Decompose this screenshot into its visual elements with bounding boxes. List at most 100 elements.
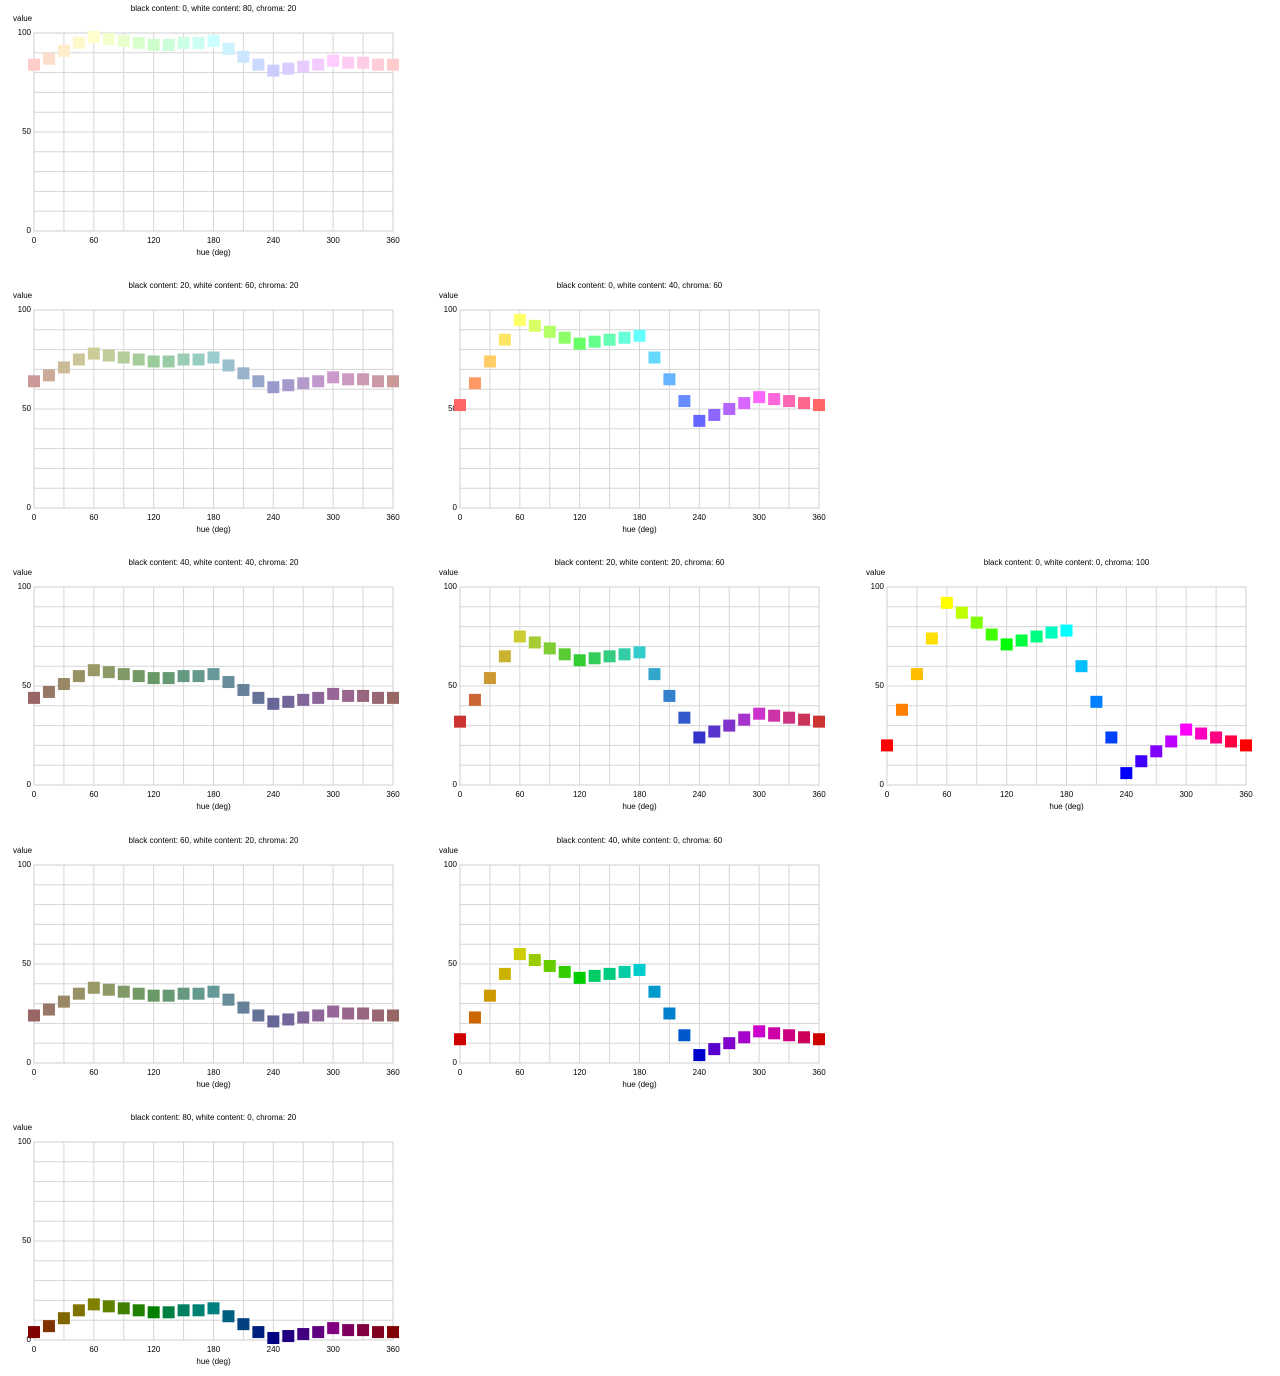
chart-panel-9: black content: 80, white content: 0, chr… <box>13 1113 400 1366</box>
y-tick-label: 50 <box>22 127 31 136</box>
data-point <box>483 672 496 685</box>
data-point <box>297 693 310 706</box>
y-axis-label: value <box>439 291 459 300</box>
data-point <box>132 987 145 1000</box>
data-point <box>102 666 115 679</box>
y-tick-label: 50 <box>22 681 31 690</box>
data-point <box>1075 660 1088 673</box>
data-point <box>573 971 586 984</box>
x-tick-label: 180 <box>207 513 221 522</box>
data-point <box>132 36 145 49</box>
x-tick-label: 60 <box>89 513 98 522</box>
data-point <box>1240 739 1252 752</box>
y-tick-label: 50 <box>448 959 457 968</box>
data-point <box>207 351 220 364</box>
data-point <box>798 397 811 410</box>
data-point <box>372 375 385 388</box>
data-point <box>72 36 85 49</box>
data-point <box>738 1031 751 1044</box>
data-point <box>28 1009 40 1022</box>
x-tick-label: 300 <box>326 1068 340 1077</box>
data-point <box>162 989 175 1002</box>
x-tick-label: 120 <box>147 1068 161 1077</box>
data-point <box>267 381 280 394</box>
y-axis-label: value <box>13 14 33 23</box>
data-point <box>708 408 721 421</box>
data-point <box>768 709 781 722</box>
data-point <box>177 987 190 1000</box>
x-tick-label: 60 <box>89 790 98 799</box>
y-axis-label: value <box>13 568 33 577</box>
chart-panel-2: black content: 20, white content: 60, ch… <box>13 281 400 534</box>
data-point <box>1195 727 1208 740</box>
data-point <box>357 56 370 69</box>
data-point <box>177 670 190 683</box>
x-tick-label: 120 <box>147 790 161 799</box>
data-point <box>222 359 235 372</box>
data-point <box>147 355 160 368</box>
data-point <box>162 672 175 685</box>
data-point <box>207 1302 220 1315</box>
data-point <box>753 1025 766 1038</box>
data-point <box>267 697 280 710</box>
data-point <box>372 1009 385 1022</box>
data-point <box>573 654 586 667</box>
data-point <box>147 672 160 685</box>
chart-title: black content: 40, white content: 0, chr… <box>557 836 723 845</box>
data-point <box>312 691 325 704</box>
x-tick-label: 60 <box>89 236 98 245</box>
data-point <box>252 58 265 71</box>
data-point <box>117 34 130 47</box>
data-point <box>372 691 385 704</box>
data-point <box>282 379 295 392</box>
y-tick-label: 100 <box>18 860 32 869</box>
plot-area <box>33 1141 394 1341</box>
data-point <box>222 993 235 1006</box>
x-tick-label: 0 <box>32 1068 37 1077</box>
data-point <box>633 963 646 976</box>
data-point <box>192 353 205 366</box>
x-tick-label: 240 <box>693 513 707 522</box>
data-point <box>663 689 676 702</box>
y-axis-label: value <box>13 291 33 300</box>
data-point <box>813 715 825 728</box>
data-point <box>468 693 481 706</box>
data-point <box>87 664 100 677</box>
chart-panel-8: black content: 40, white content: 0, chr… <box>439 836 826 1089</box>
x-tick-label: 360 <box>386 790 400 799</box>
plot-area <box>886 586 1247 786</box>
data-point <box>753 707 766 720</box>
chart-panel-4: black content: 40, white content: 40, ch… <box>13 558 400 811</box>
data-point <box>603 967 616 980</box>
data-point <box>267 1332 280 1345</box>
data-point <box>87 347 100 360</box>
data-point <box>28 58 40 71</box>
chart-title: black content: 0, white content: 0, chro… <box>984 558 1150 567</box>
data-point <box>192 670 205 683</box>
plot-area <box>33 864 394 1064</box>
data-point <box>573 337 586 350</box>
data-point <box>207 668 220 681</box>
data-point <box>237 683 250 696</box>
data-point <box>162 355 175 368</box>
data-point <box>297 60 310 73</box>
y-tick-label: 0 <box>27 780 32 789</box>
data-point <box>723 403 736 415</box>
chart-title: black content: 80, white content: 0, chr… <box>131 1113 297 1122</box>
data-point <box>648 668 661 681</box>
data-point <box>342 56 355 69</box>
data-point <box>1000 638 1013 651</box>
data-point <box>603 333 616 346</box>
chart-panel-6: black content: 0, white content: 0, chro… <box>866 558 1253 811</box>
data-point <box>618 648 631 661</box>
data-point <box>723 1037 736 1050</box>
data-point <box>327 54 340 67</box>
data-point <box>633 646 646 659</box>
x-tick-label: 120 <box>573 790 587 799</box>
data-point <box>588 652 601 665</box>
data-point <box>357 1007 370 1020</box>
data-point <box>342 373 355 386</box>
plot-area <box>33 586 394 786</box>
data-point <box>162 38 175 51</box>
data-point <box>87 981 100 994</box>
